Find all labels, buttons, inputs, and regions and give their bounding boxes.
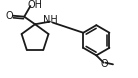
Text: OH: OH	[28, 0, 43, 10]
Text: NH: NH	[43, 15, 58, 25]
Text: O: O	[5, 11, 13, 21]
Text: O: O	[101, 59, 108, 69]
